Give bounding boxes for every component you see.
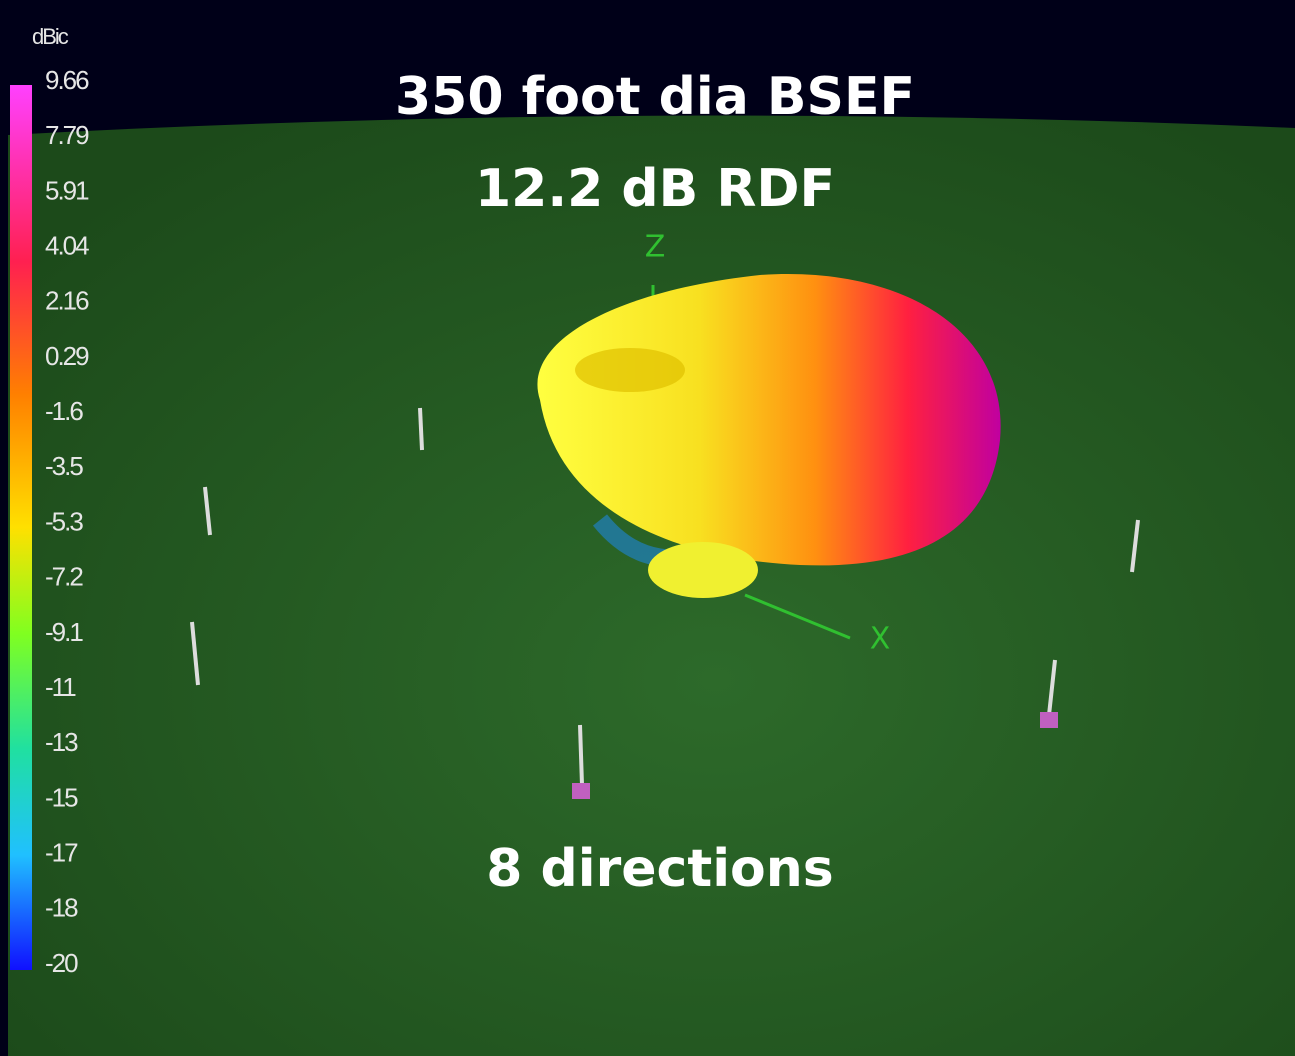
z-axis-label: Z	[645, 230, 666, 265]
feed-marker	[1040, 712, 1058, 728]
scale-label: -5.3	[45, 506, 83, 536]
scale-label: -18	[45, 893, 78, 923]
scale-label: -3.5	[45, 451, 83, 481]
x-axis	[744, 593, 851, 640]
element	[203, 486, 212, 536]
scale-unit: dBic	[32, 24, 69, 49]
scale-labels: 9.66 7.79 5.91 4.04 2.16 0.29 -1.6 -3.5 -5.3 -7.2…	[45, 65, 91, 978]
scale-label: 4.04	[45, 230, 89, 260]
element	[418, 407, 424, 451]
scale-label: -7.2	[45, 562, 83, 592]
scale-label: 2.16	[45, 286, 89, 316]
element	[1130, 519, 1140, 573]
scale-label: -15	[45, 782, 78, 812]
element	[190, 621, 200, 686]
scale-label: -17	[45, 838, 78, 868]
lobe-dimple	[575, 348, 685, 392]
scale-label: 0.29	[45, 341, 89, 371]
radiation-lobe	[537, 273, 1001, 566]
x-axis-label: X	[870, 622, 891, 657]
title: 350 foot dia BSEF	[395, 67, 915, 127]
scale-label: -9.1	[45, 617, 83, 647]
scale-label: -1.6	[45, 396, 83, 426]
back-lobe	[648, 542, 758, 598]
element	[578, 724, 584, 786]
scale-label: 5.91	[45, 175, 89, 205]
element	[1047, 659, 1057, 716]
antenna-elements	[190, 407, 1140, 786]
subtitle: 12.2 dB RDF	[475, 159, 835, 219]
color-bar	[10, 85, 32, 970]
scale-label: -20	[45, 948, 78, 978]
scale-label: -13	[45, 727, 78, 757]
scale-label: 7.79	[45, 120, 89, 150]
caption: 8 directions	[486, 839, 833, 899]
scale-label: 9.66	[45, 65, 89, 95]
feed-marker	[572, 783, 590, 799]
scale-label: -11	[45, 672, 76, 702]
